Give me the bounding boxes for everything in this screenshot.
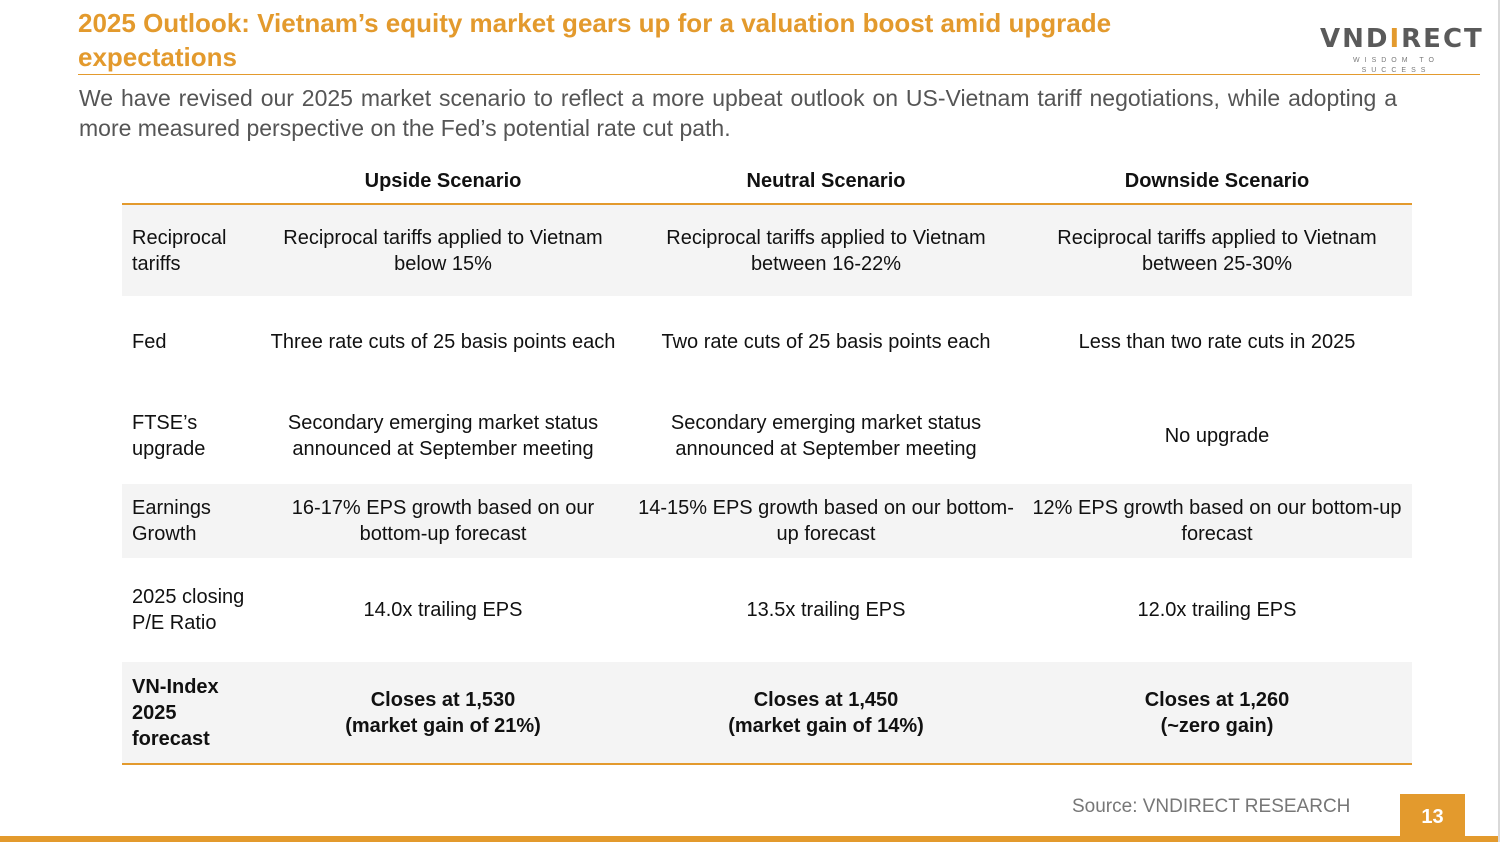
logo-wordmark: VNDIRECT [1320,24,1484,54]
cell-upside: Secondary emerging market status announc… [287,412,599,460]
table-row: FTSE’s upgrade Secondary emerging market… [122,388,1412,484]
cell-neutral: Closes at 1,450 (market gain of 14%) [630,662,1022,765]
cell-neutral: Secondary emerging market status announc… [670,412,982,460]
cell-upside: Closes at 1,530 (market gain of 21%) [256,662,630,765]
table-row: Fed Three rate cuts of 25 basis points e… [122,296,1412,388]
row-label: FTSE’s upgrade [132,412,206,460]
vndirect-logo: VNDIRECT WISDOM TO SUCCESS [1320,24,1484,74]
table-row: Earnings Growth 16-17% EPS growth based … [122,484,1412,558]
row-label: 2025 closing P/E Ratio [132,586,245,634]
scenario-table: Upside Scenario Neutral Scenario Downsid… [122,160,1412,765]
slide-title: 2025 Outlook: Vietnam’s equity market ge… [78,8,1112,72]
title-divider [78,74,1480,75]
intro-paragraph: We have revised our 2025 market scenario… [79,85,1397,141]
cell-upside: Three rate cuts of 25 basis points each [270,331,616,353]
header-blank [122,160,256,205]
cell-upside: 14.0x trailing EPS [363,599,523,621]
bottom-accent-bar [0,836,1500,842]
row-label: Reciprocal tariffs [122,204,256,296]
cell-upside: Reciprocal tariffs applied to Vietnam be… [256,204,630,296]
table-row: VN-Index 2025 forecast Closes at 1,530 (m… [122,662,1412,765]
cell-neutral: Reciprocal tariffs applied to Vietnam be… [630,204,1022,296]
page-number: 13 [1400,794,1465,836]
cell-upside: 16-17% EPS growth based on our bottom-up… [256,484,630,558]
cell-downside: Less than two rate cuts in 2025 [1078,331,1356,353]
table-row: Reciprocal tariffs Reciprocal tariffs ap… [122,204,1412,296]
header-neutral: Neutral Scenario [630,160,1022,205]
forecast-close: Closes at 1,260 [1144,688,1290,711]
source-note: Source: VNDIRECT RESEARCH [1072,796,1351,817]
cell-downside: Reciprocal tariffs applied to Vietnam be… [1022,204,1412,296]
cell-neutral: 13.5x trailing EPS [746,599,906,621]
table-row: 2025 closing P/E Ratio 14.0x trailing EP… [122,558,1412,662]
forecast-close: Closes at 1,530 [370,688,516,711]
logo-tagline: WISDOM TO SUCCESS [1353,57,1439,74]
cell-neutral: Two rate cuts of 25 basis points each [661,331,991,353]
table-header-row: Upside Scenario Neutral Scenario Downsid… [122,160,1412,205]
forecast-gain: (market gain of 14%) [728,714,924,737]
cell-neutral: 14-15% EPS growth based on our bottom-up… [630,484,1022,558]
forecast-gain: (~zero gain) [1160,714,1274,737]
forecast-close: Closes at 1,450 [753,688,899,711]
cell-downside: Closes at 1,260 (~zero gain) [1022,662,1412,765]
row-label: Fed [132,331,167,353]
row-label: VN-Index 2025 forecast [122,662,256,765]
cell-downside: 12% EPS growth based on our bottom-up fo… [1022,484,1412,558]
row-label: Earnings Growth [122,484,256,558]
forecast-gain: (market gain of 21%) [345,714,541,737]
cell-downside: 12.0x trailing EPS [1137,599,1297,621]
cell-downside: No upgrade [1164,425,1270,447]
header-upside: Upside Scenario [256,160,630,205]
header-downside: Downside Scenario [1022,160,1412,205]
slide-edge [1498,0,1500,842]
